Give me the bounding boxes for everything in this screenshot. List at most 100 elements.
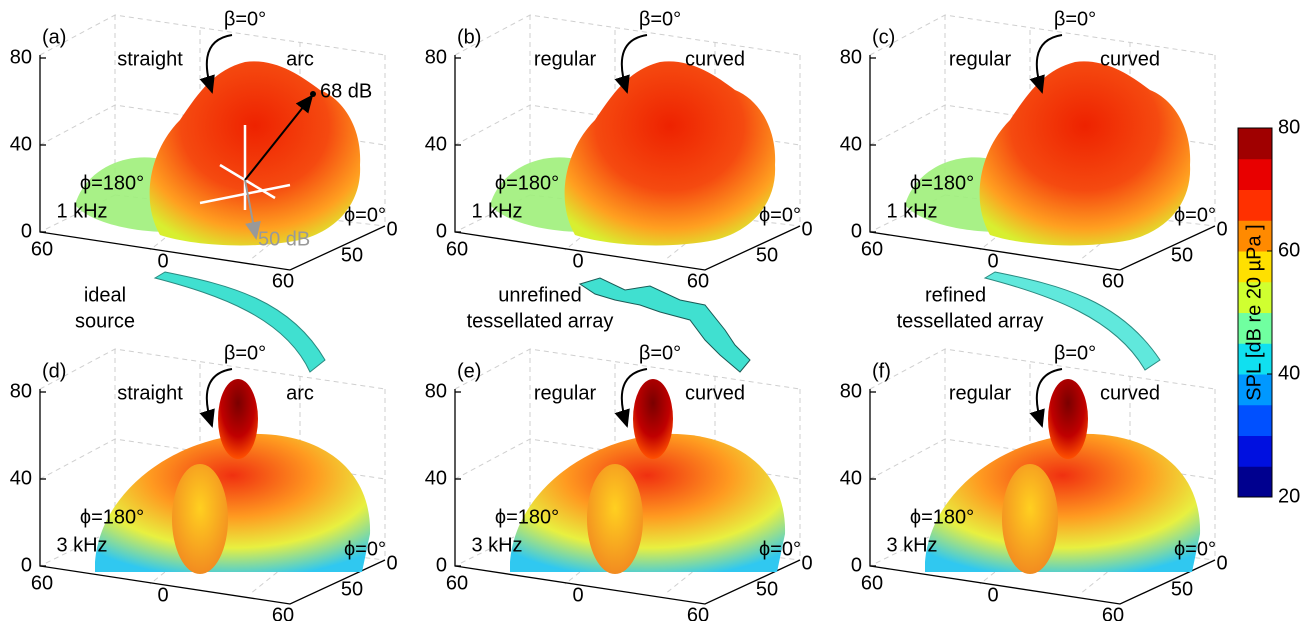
- grid-line: [454, 348, 801, 390]
- colorbar-band: [1238, 220, 1272, 252]
- balloon: [925, 433, 1201, 572]
- panel-label: (a): [42, 26, 66, 48]
- x-tick-label: 60: [31, 572, 53, 594]
- colorbar-tick-label: 80: [1278, 116, 1300, 138]
- phi0-label: ϕ=0°: [759, 204, 801, 226]
- x-tick-label: 60: [446, 572, 468, 594]
- z-tick-label: 40: [425, 133, 447, 155]
- phi0-label: ϕ=0°: [1174, 538, 1216, 560]
- grid-line: [39, 14, 386, 56]
- refined-array-shape: [983, 271, 1161, 371]
- beta-label: β=0°: [639, 8, 681, 30]
- phi0-label: ϕ=0°: [344, 538, 386, 560]
- colorbar-band: [1238, 466, 1272, 498]
- grid-line: [664, 376, 716, 595]
- z-tick-label: 0: [436, 554, 447, 576]
- inner-lobe: [172, 464, 228, 574]
- colorbar-band: [1238, 343, 1272, 375]
- z-tick-label: 80: [840, 380, 862, 402]
- colorbar-tick-label: 40: [1278, 362, 1300, 384]
- axes-cross: [199, 125, 291, 210]
- frequency-label: 3 kHz: [886, 534, 937, 556]
- x-tick-label: 60: [1102, 604, 1124, 621]
- z-tick-label: 0: [21, 220, 32, 242]
- axis-line: [869, 55, 1216, 271]
- x-tick-label: 60: [687, 604, 709, 621]
- main-lobe: [633, 379, 673, 459]
- grid-line: [454, 104, 801, 146]
- grid-line: [39, 348, 386, 390]
- left-label: straight: [117, 48, 183, 70]
- y-tick-label: 0: [801, 552, 812, 574]
- panel-label: (f): [872, 360, 891, 382]
- y-tick-label: 50: [1171, 578, 1193, 600]
- inset-shapes: [153, 271, 1161, 373]
- beta-label: β=0°: [1054, 342, 1096, 364]
- panel-label: (d): [42, 360, 66, 382]
- axis-line: [39, 389, 386, 605]
- inner-lobe: [1002, 464, 1058, 574]
- main-lobe: [1048, 379, 1088, 459]
- grid-line: [39, 438, 386, 480]
- panel-label: (b): [457, 26, 481, 48]
- z-tick-label: 80: [840, 46, 862, 68]
- inset-label: source: [75, 310, 135, 332]
- x-tick-label: 60: [861, 572, 883, 594]
- side-lobe: [905, 157, 1000, 232]
- axis-line: [39, 55, 386, 271]
- phi180-label: ϕ=180°: [80, 506, 144, 528]
- beta-arrow: [614, 368, 648, 428]
- z-tick-label: 40: [840, 133, 862, 155]
- beta-label: β=0°: [224, 8, 266, 30]
- z-tick-label: 80: [10, 46, 32, 68]
- left-label: regular: [949, 382, 1012, 404]
- x-tick-label: 0: [572, 250, 583, 272]
- x-tick-label: 60: [1102, 270, 1124, 292]
- beta-label: β=0°: [224, 342, 266, 364]
- unrefined-array-shape: [578, 277, 751, 373]
- balloon: [510, 433, 786, 572]
- x-tick-label: 60: [272, 604, 294, 621]
- colorbar-frame: [1237, 127, 1273, 498]
- phi0-label: ϕ=0°: [1174, 204, 1216, 226]
- frequency-label: 1 kHz: [56, 200, 107, 222]
- side-lobe: [490, 157, 585, 232]
- y-tick-label: 50: [756, 244, 778, 266]
- grid-line: [869, 438, 1216, 480]
- x-tick-label: 60: [272, 270, 294, 292]
- inset-label: tessellated array: [467, 310, 614, 332]
- x-tick-label: 60: [861, 238, 883, 260]
- grid-line: [1079, 42, 1131, 261]
- main-lobe: [218, 379, 258, 459]
- grid-line: [1079, 376, 1131, 595]
- colorbar-band: [1238, 435, 1272, 467]
- z-tick-label: 0: [436, 220, 447, 242]
- left-label: regular: [534, 48, 597, 70]
- colorbar-band: [1238, 128, 1272, 160]
- colorbar: 20 40 60 80 SPL [dB re 20 µPa ]: [1237, 116, 1300, 507]
- grid-line: [454, 438, 801, 480]
- grid-line: [249, 376, 301, 595]
- frequency-label: 3 kHz: [471, 534, 522, 556]
- inset-label: ideal: [84, 284, 126, 306]
- right-label: arc: [286, 48, 314, 70]
- y-tick-label: 0: [1216, 218, 1227, 240]
- inset-label: tessellated array: [897, 310, 1044, 332]
- z-tick-label: 40: [840, 467, 862, 489]
- frequency-label: 3 kHz: [56, 534, 107, 556]
- colorbar-band: [1238, 312, 1272, 344]
- grid-line: [869, 14, 1216, 56]
- x-tick-label: 60: [687, 270, 709, 292]
- balloon: [564, 61, 776, 246]
- beta-label: β=0°: [1054, 8, 1096, 30]
- balloon: [95, 433, 371, 572]
- y-tick-label: 50: [341, 244, 363, 266]
- phi180-label: ϕ=180°: [80, 172, 144, 194]
- phi180-label: ϕ=180°: [495, 172, 559, 194]
- colorbar-band: [1238, 158, 1272, 190]
- panel-label: (c): [872, 26, 895, 48]
- colorbar-band: [1238, 404, 1272, 436]
- colorbar-tick-label: 60: [1278, 239, 1300, 261]
